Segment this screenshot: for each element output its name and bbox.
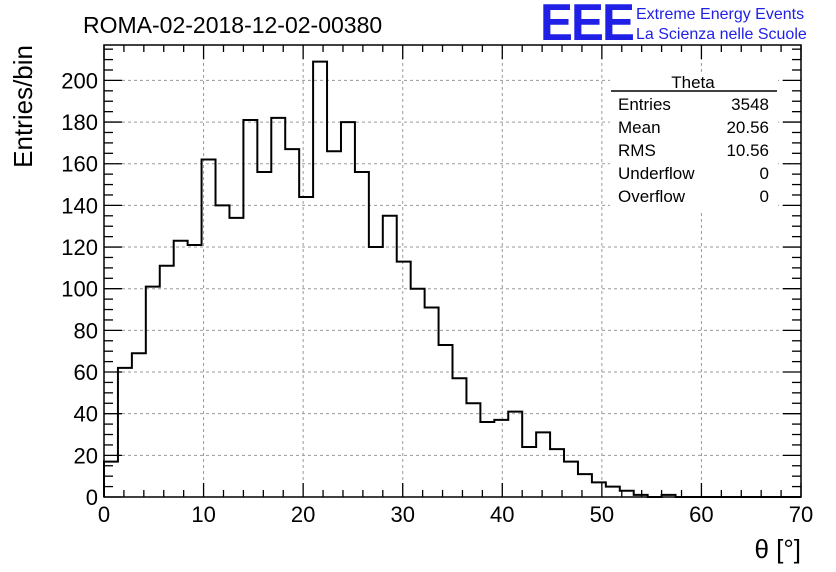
histogram-bin	[285, 149, 299, 497]
histogram-bin	[494, 420, 508, 497]
x-tick-label: 30	[390, 502, 414, 527]
histogram-bins	[104, 62, 676, 497]
histogram-bin	[313, 62, 327, 497]
eee-logo-line2: La Scienza nelle Scuole	[636, 26, 807, 43]
y-tick-label: 20	[74, 443, 98, 468]
stats-rows: Entries 3548 Mean 20.56 RMS 10.56 Underflow 0 Ov…	[618, 95, 769, 206]
y-tick-label: 200	[61, 68, 98, 93]
stats-row-value: 3548	[731, 95, 769, 114]
x-tick-label: 40	[490, 502, 514, 527]
histogram-bin	[522, 447, 536, 497]
y-tick-label: 180	[61, 110, 98, 135]
histogram-bin	[327, 151, 341, 497]
y-tick-label: 100	[61, 277, 98, 302]
y-tick-label: 160	[61, 152, 98, 177]
y-tick-label: 60	[74, 360, 98, 385]
stats-box: Theta Entries 3548 Mean 20.56 RMS 10.56 Underf…	[610, 72, 778, 212]
histogram-bin	[341, 122, 355, 497]
histogram-bin	[466, 403, 480, 497]
plot-frame	[103, 44, 802, 498]
y-axis-title: Entries/bin	[8, 45, 38, 168]
axis-ticks	[103, 45, 802, 498]
histogram-bin	[453, 378, 467, 497]
stats-row-label: Mean	[618, 118, 661, 137]
y-tick-labels: 0 20 40 60 80 100 120 140 160 180 200	[61, 68, 98, 510]
y-tick-label: 120	[61, 235, 98, 260]
x-axis-title: θ [°]	[754, 534, 801, 564]
x-tick-label: 60	[689, 502, 713, 527]
histogram-bin	[160, 266, 174, 497]
histogram-bin	[411, 289, 425, 497]
stats-row-value: 10.56	[726, 141, 769, 160]
histogram-bin	[104, 462, 118, 497]
stats-row-label: Overflow	[618, 187, 686, 206]
x-tick-labels: 0 10 20 30 40 50 60 70	[98, 502, 813, 527]
stats-row-label: Entries	[618, 95, 671, 114]
histogram-bin	[397, 262, 411, 497]
x-tick-label: 0	[98, 502, 110, 527]
histogram-bin	[243, 120, 257, 497]
histogram-bin	[355, 172, 369, 497]
stats-box-background	[610, 72, 778, 212]
x-tick-label: 50	[590, 502, 614, 527]
histogram-bin	[439, 345, 453, 497]
y-tick-label: 80	[74, 318, 98, 343]
stats-row-value: 0	[760, 164, 769, 183]
stats-row-label: Underflow	[618, 164, 695, 183]
histogram-bin	[118, 368, 132, 497]
run-title: ROMA-02-2018-12-02-00380	[83, 12, 382, 38]
histogram-bin	[257, 172, 271, 497]
stats-row-label: RMS	[618, 141, 656, 160]
x-tick-label: 20	[291, 502, 315, 527]
stats-row-value: 0	[760, 187, 769, 206]
histogram-bin	[536, 432, 550, 497]
x-tick-label: 70	[789, 502, 813, 527]
y-tick-label: 0	[86, 485, 98, 510]
histogram-bin	[480, 422, 494, 497]
histogram-bin	[508, 412, 522, 497]
histogram-bin	[592, 482, 606, 497]
histogram-outline	[103, 60, 801, 498]
eee-logo-mark: EEE	[540, 0, 633, 52]
histogram-bin	[146, 287, 160, 497]
histogram-bin	[132, 353, 146, 497]
histogram-bin	[216, 205, 230, 497]
histogram-bin	[174, 241, 188, 497]
histogram-bin	[578, 474, 592, 497]
eee-logo-line1: Extreme Energy Events	[636, 6, 804, 23]
stats-row-value: 20.56	[726, 118, 769, 137]
x-tick-label: 10	[191, 502, 215, 527]
histogram-bin	[425, 307, 439, 497]
stats-box-title: Theta	[671, 73, 715, 92]
y-tick-label: 140	[61, 193, 98, 218]
histogram-bin	[564, 462, 578, 497]
y-tick-label: 40	[74, 402, 98, 427]
eee-logo: EEE Extreme Energy Events La Scienza nel…	[540, 0, 807, 52]
histogram-bin	[550, 449, 564, 497]
histogram-bin	[383, 216, 397, 497]
histogram-bin	[271, 118, 285, 497]
histogram-bin	[606, 487, 620, 497]
histogram-bin	[188, 245, 202, 497]
histogram-bin	[299, 197, 313, 497]
